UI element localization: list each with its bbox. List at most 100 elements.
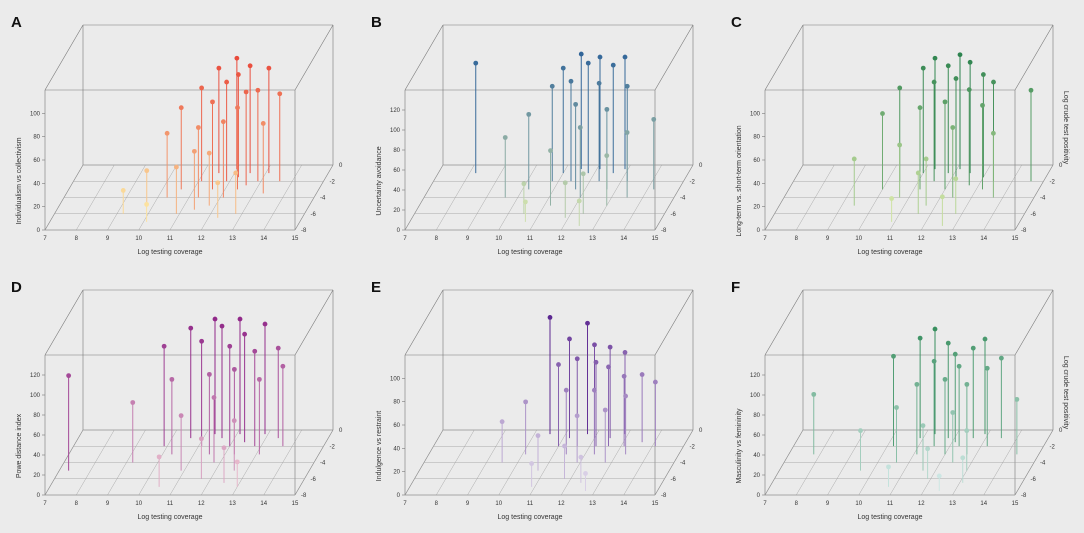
box-edge [404, 289, 444, 356]
point [199, 85, 205, 91]
point [523, 399, 529, 405]
point [980, 72, 986, 77]
point [164, 130, 170, 136]
point [1014, 396, 1020, 402]
point [897, 85, 903, 91]
point [604, 153, 610, 159]
z-tick-label: 20 [753, 205, 760, 211]
point [917, 335, 923, 341]
x-tick-label: 13 [229, 236, 236, 242]
x-tick-label: 8 [75, 236, 79, 242]
y-tick-label: 0 [339, 428, 343, 434]
x-tick-label: 12 [558, 236, 565, 242]
box-edge [764, 24, 804, 91]
x-tick-label: 14 [260, 236, 267, 242]
point [499, 419, 505, 425]
x-axis-label: Log testing coverage [138, 249, 203, 256]
x-tick-label: 10 [135, 236, 142, 242]
point [932, 55, 938, 61]
panel-letter: C [731, 14, 742, 31]
y-tick-label: 0 [339, 163, 343, 169]
point [624, 83, 630, 89]
point [206, 371, 212, 377]
point [242, 331, 248, 337]
point [624, 130, 630, 135]
point [262, 321, 268, 327]
point [880, 111, 885, 116]
point [953, 76, 959, 81]
point [199, 338, 205, 344]
point [178, 413, 184, 419]
point [220, 119, 226, 125]
box-edge [44, 24, 84, 91]
y-tick-label: -2 [690, 444, 696, 450]
point [915, 170, 921, 176]
box-edge [294, 289, 334, 356]
point [556, 362, 561, 367]
point [982, 336, 988, 342]
point [210, 99, 215, 105]
x-tick-label: 7 [763, 501, 767, 507]
point [573, 101, 579, 107]
point [596, 80, 602, 86]
x-tick-label: 15 [1012, 501, 1019, 507]
point [585, 60, 591, 66]
point [521, 181, 527, 187]
point [964, 428, 970, 434]
point [576, 198, 582, 204]
point [858, 428, 863, 434]
point [920, 423, 926, 429]
point [66, 373, 72, 379]
panel-letter: A [11, 14, 22, 31]
z-tick-label: 60 [393, 168, 400, 174]
z-axis-label: Powe distance index [16, 413, 23, 478]
point [243, 89, 249, 95]
point [942, 99, 948, 105]
point [891, 353, 896, 359]
box-edge [404, 24, 444, 91]
point [231, 418, 237, 424]
box-edge [654, 289, 694, 356]
point [560, 65, 566, 71]
x-tick-label: 10 [495, 501, 502, 507]
point [535, 433, 541, 439]
point [990, 130, 996, 136]
y-axis-label: Log crude test positivity [1062, 356, 1069, 430]
z-tick-label: 100 [30, 111, 41, 117]
point [610, 62, 616, 68]
point [173, 164, 179, 170]
z-tick-label: 100 [750, 393, 761, 399]
box-edge [654, 24, 694, 91]
x-tick-label: 13 [589, 236, 596, 242]
x-tick-label: 14 [620, 236, 627, 242]
point [120, 188, 126, 193]
point [548, 148, 553, 154]
point [886, 464, 891, 470]
x-tick-label: 15 [1012, 236, 1019, 242]
point [235, 105, 240, 111]
z-tick-label: 80 [33, 413, 40, 419]
y-tick-label: -4 [320, 196, 326, 202]
x-axis-label: Log testing coverage [498, 514, 563, 521]
x-tick-label: 10 [135, 501, 142, 507]
point [966, 87, 972, 93]
point [945, 63, 951, 69]
point [235, 72, 241, 77]
panel: 7 8 9 10 11 12 13 14 15 0 -2 -4 -6 -8 0 20 40 60 80 100 120 F… [731, 279, 1069, 521]
x-tick-label: 8 [435, 501, 439, 507]
y-tick-label: 0 [1059, 428, 1063, 434]
point [889, 196, 895, 201]
y-tick-label: -4 [680, 461, 686, 467]
point [574, 356, 580, 362]
x-tick-label: 13 [589, 501, 596, 507]
x-tick-label: 15 [652, 236, 659, 242]
point [178, 105, 184, 111]
z-tick-label: 40 [393, 446, 400, 452]
panel-letter: F [731, 279, 740, 296]
point [936, 473, 942, 479]
point [970, 345, 976, 351]
z-axis-label: Uncertainty avoidance [376, 146, 383, 215]
z-tick-label: 20 [753, 473, 760, 479]
x-tick-label: 13 [229, 501, 236, 507]
point [960, 455, 966, 461]
